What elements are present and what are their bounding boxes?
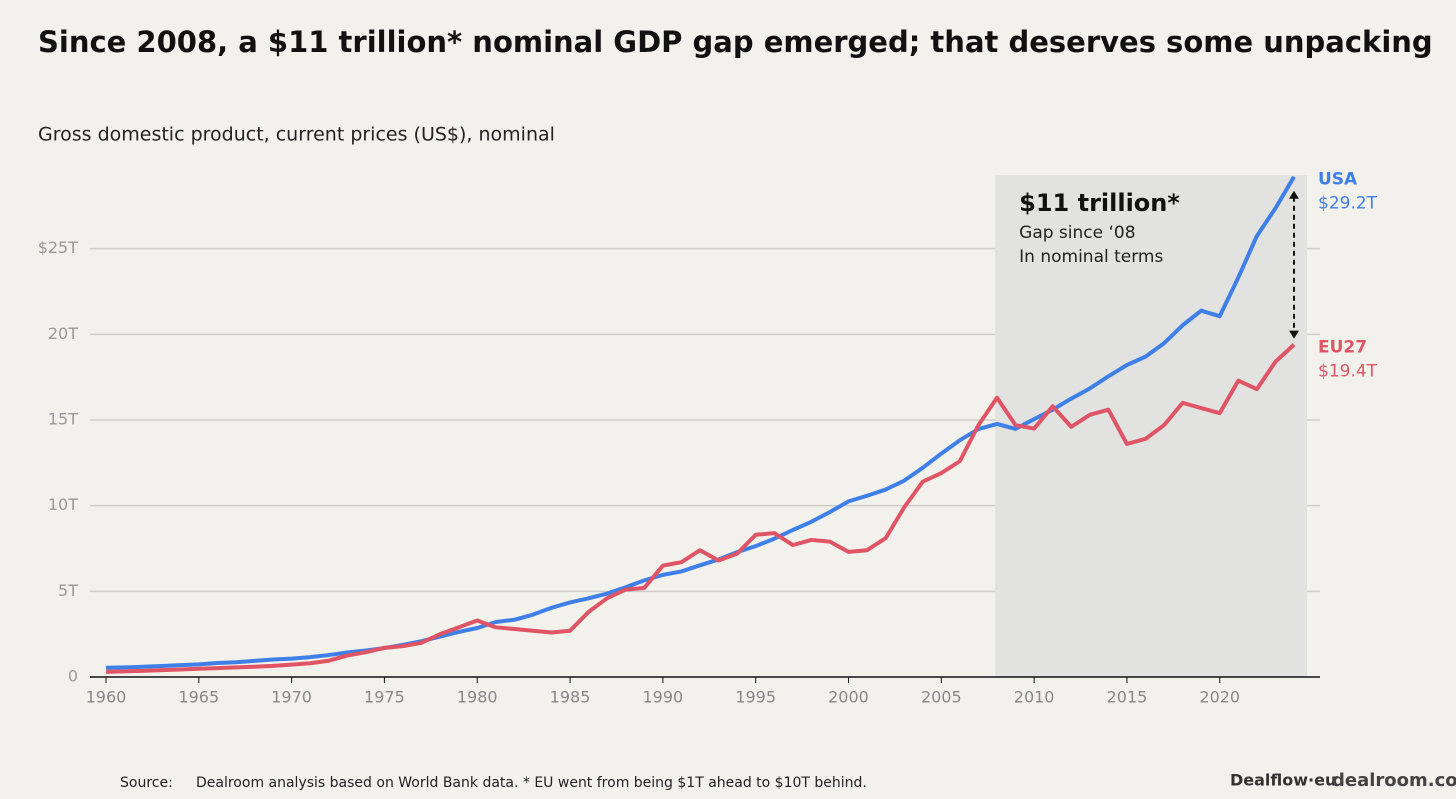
y-tick-label: 20T <box>48 324 78 343</box>
legend-label: USA <box>1318 170 1358 190</box>
x-tick-label: 1965 <box>178 688 219 707</box>
line <box>105 343 1296 674</box>
line <box>105 175 1296 670</box>
x-tick-label: 1975 <box>364 688 405 707</box>
x-tick-label: 1970 <box>271 688 312 707</box>
source: Dealroom analysis based on World Bank da… <box>196 775 867 791</box>
arrow-head <box>1289 330 1300 339</box>
annotation-title: $11 trillion* <box>1019 189 1180 217</box>
value-label: $19.4T <box>1318 362 1378 382</box>
chart-subtitle: Gross domestic product, current prices (… <box>38 124 555 146</box>
y-tick-label: 10T <box>48 495 78 514</box>
y-tick-label: 5T <box>58 581 78 600</box>
x-tick-label: 2005 <box>921 688 962 707</box>
annotation-text: In nominal terms <box>1019 247 1163 267</box>
y-tick-label: 15T <box>48 410 78 429</box>
x-tick-label: 1980 <box>457 688 498 707</box>
x-tick-label: 1995 <box>735 688 776 707</box>
x-tick-label: 2020 <box>1199 688 1240 707</box>
source-label: Source: <box>120 775 173 791</box>
arrow-head <box>1289 190 1300 199</box>
x-tick-label: 1985 <box>550 688 591 707</box>
x-tick-label: 1960 <box>86 688 127 707</box>
y-tick-label: $25T <box>38 238 79 257</box>
y-tick-label: 0 <box>68 667 78 686</box>
highlight-region <box>995 175 1308 677</box>
value-label: $29.2T <box>1318 194 1378 214</box>
x-tick-label: 2015 <box>1107 688 1148 707</box>
legend-label: EU27 <box>1318 338 1367 358</box>
chart-title: Since 2008, a $11 trillion* nominal GDP … <box>38 25 1433 59</box>
annotation-text: Gap since ‘08 <box>1019 223 1135 243</box>
x-tick-label: 2000 <box>828 688 869 707</box>
x-tick-label: 1990 <box>643 688 684 707</box>
logo: dealroom.co <box>1332 770 1456 791</box>
x-tick-label: 2010 <box>1014 688 1055 707</box>
logo: Dealflow·eu <box>1230 771 1336 790</box>
